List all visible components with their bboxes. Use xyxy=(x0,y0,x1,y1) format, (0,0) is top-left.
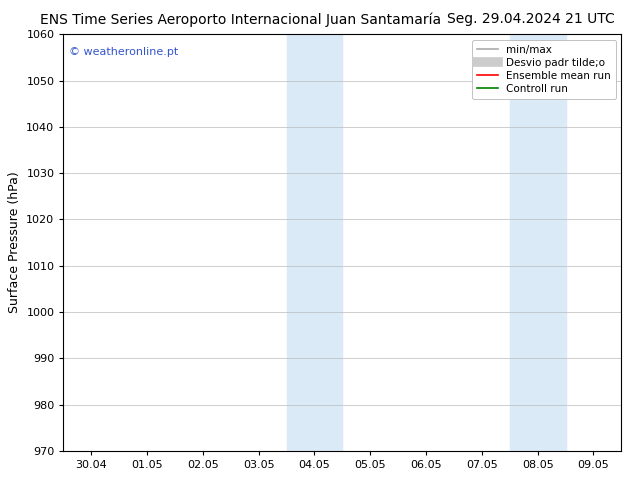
Y-axis label: Surface Pressure (hPa): Surface Pressure (hPa) xyxy=(8,172,21,314)
Bar xyxy=(510,34,566,451)
Text: © weatheronline.pt: © weatheronline.pt xyxy=(69,47,178,57)
Bar xyxy=(287,34,342,451)
Text: Seg. 29.04.2024 21 UTC: Seg. 29.04.2024 21 UTC xyxy=(447,12,615,26)
Text: ENS Time Series Aeroporto Internacional Juan Santamaría: ENS Time Series Aeroporto Internacional … xyxy=(41,12,441,27)
Legend: min/max, Desvio padr tilde;o, Ensemble mean run, Controll run: min/max, Desvio padr tilde;o, Ensemble m… xyxy=(472,40,616,99)
